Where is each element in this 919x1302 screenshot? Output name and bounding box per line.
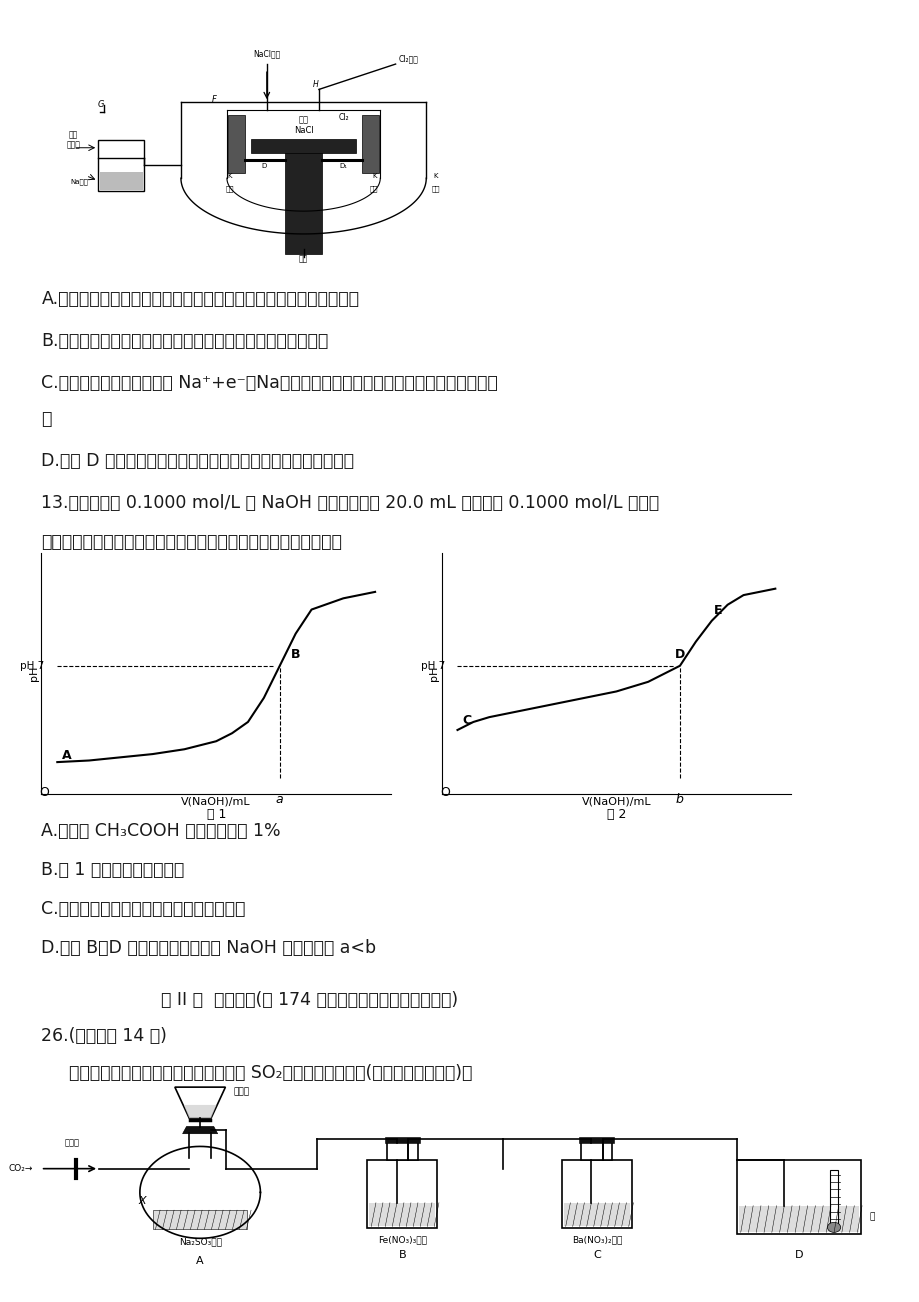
Y-axis label: pH: pH [428,667,438,681]
Text: 阴极: 阴极 [369,186,378,193]
Text: D.隔膜 D 为阳离子交换膜，防止生成的氯气和钓重新生成氯化钓: D.隔膜 D 为阳离子交换膜，防止生成的氯气和钓重新生成氯化钓 [41,452,354,470]
Text: B: B [290,647,301,660]
Bar [579,1137,614,1143]
Text: 阳极: 阳极 [299,255,308,264]
Bar [367,1160,437,1228]
Text: 26.(本小题共 14 分): 26.(本小题共 14 分) [41,1027,167,1046]
Text: a: a [276,793,283,806]
Text: Fe(NO₃)₃溶液: Fe(NO₃)₃溶液 [378,1236,426,1245]
Text: F: F [212,95,217,104]
Y-axis label: pH: pH [28,667,39,681]
Text: E: E [713,604,721,617]
Polygon shape [183,1126,218,1134]
Bar [384,1137,419,1143]
Text: D.达到 B、D 状态时，反应消耗的 NaOH 溶液的体积 a<b: D.达到 B、D 状态时，反应消耗的 NaOH 溶液的体积 a<b [41,939,376,957]
Text: O: O [40,786,50,799]
Text: K: K [433,173,437,180]
Text: B.图 1 表示醉酸的滴定曲线: B.图 1 表示醉酸的滴定曲线 [41,861,185,879]
Bar [251,139,356,152]
Text: D₁: D₁ [339,163,347,169]
Text: Cl₂出口: Cl₂出口 [398,55,418,64]
Text: B.金属钓的密度大于燕融混合盐的密度，电解得到的钓在下层: B.金属钓的密度大于燕融混合盐的密度，电解得到的钓在下层 [41,332,328,350]
Bar [736,1160,860,1234]
Text: 熔融
NaCl: 熔融 NaCl [293,115,313,134]
Text: 成: 成 [41,410,51,428]
Bar [228,115,245,173]
Text: O: O [439,786,449,799]
Text: 13.常温下，用 0.1000 mol/L 的 NaOH 溶液分别滴定 20.0 mL 浓度均为 0.1000 mol/L 的盐酸: 13.常温下，用 0.1000 mol/L 的 NaOH 溶液分别滴定 20.0… [41,493,659,512]
Text: 水: 水 [868,1212,873,1221]
Text: H: H [312,79,318,89]
Text: 阴极: 阴极 [225,186,234,193]
Text: 浓硫酸: 浓硫酸 [233,1087,249,1096]
Bar [361,115,379,173]
Text: Cl₂: Cl₂ [338,113,348,122]
Bar [386,1142,417,1160]
Text: X: X [138,1197,145,1206]
Text: C: C [462,713,471,727]
Text: 液体
金属钠: 液体 金属钠 [66,130,81,150]
X-axis label: V(NaOH)/mL: V(NaOH)/mL [581,797,651,807]
Bar [738,1206,858,1233]
Bar [153,1210,246,1229]
Text: C.电解时阴极的电极反应为 Na⁺+e⁻＝Na，发生还原反应，阴极上可能有少量的钓单质生: C.电解时阴极的电极反应为 Na⁺+e⁻＝Na，发生还原反应，阴极上可能有少量的… [41,374,497,392]
Text: CO₂→: CO₂→ [8,1164,33,1173]
Bar [581,1142,612,1160]
Text: A: A [62,749,72,762]
Text: A: A [196,1255,204,1266]
Bar [98,141,144,191]
Text: b: b [675,793,683,806]
Text: D: D [675,647,685,660]
Text: 某学习小组用下图所示的实验装置探究 SO₂能否被硒酸盐氧化(部分夹持件器省略)。: 某学习小组用下图所示的实验装置探究 SO₂能否被硒酸盐氧化(部分夹持件器省略)。 [69,1064,471,1082]
Text: D: D [261,163,267,169]
Text: C.滴定两种溶液时都可以用甲基橙作指示剂: C.滴定两种溶液时都可以用甲基橙作指示剂 [41,900,245,918]
Text: pH 7: pH 7 [420,660,444,671]
Text: D: D [794,1250,802,1259]
Text: Na₂SO₃固体: Na₂SO₃固体 [178,1237,221,1246]
Text: 阴极: 阴极 [431,186,439,193]
Bar [369,1203,435,1226]
Text: NaCl进口: NaCl进口 [253,49,280,59]
Text: Ba(NO₃)₂溶液: Ba(NO₃)₂溶液 [571,1236,621,1245]
Text: C: C [593,1250,600,1259]
Polygon shape [175,1087,225,1118]
Text: 图 1: 图 1 [206,809,226,822]
Polygon shape [184,1105,216,1118]
Circle shape [826,1223,840,1233]
Text: K: K [228,173,232,180]
Text: 弹簧夹: 弹簧夹 [64,1138,79,1147]
Text: 图 2: 图 2 [606,809,626,822]
X-axis label: V(NaOH)/mL: V(NaOH)/mL [181,797,251,807]
Text: A.为了增强导电性从而提高生产效率，可以将石墨更换为铜棒做阳极: A.为了增强导电性从而提高生产效率，可以将石墨更换为铜棒做阳极 [41,290,359,309]
Bar [829,1170,837,1229]
Text: A.滴定前 CH₃COOH 的电离度约为 1%: A.滴定前 CH₃COOH 的电离度约为 1% [41,822,280,840]
Bar [562,1160,631,1228]
Bar [285,146,322,254]
Text: K: K [371,173,376,180]
Text: B: B [398,1250,406,1259]
Bar [99,172,142,190]
Text: pH 7: pH 7 [20,660,44,671]
Text: 和醉酸溶液，得到两条滴定曲线，如图所示。下列说法中正确的是: 和醉酸溶液，得到两条滴定曲线，如图所示。下列说法中正确的是 [41,533,342,551]
Text: G: G [97,100,105,109]
Text: 第 II 卷  非选择题(共 174 分，每个试题考生都必须作答): 第 II 卷 非选择题(共 174 分，每个试题考生都必须作答) [161,991,458,1009]
Bar [563,1203,630,1226]
Text: Na出口: Na出口 [71,178,88,185]
